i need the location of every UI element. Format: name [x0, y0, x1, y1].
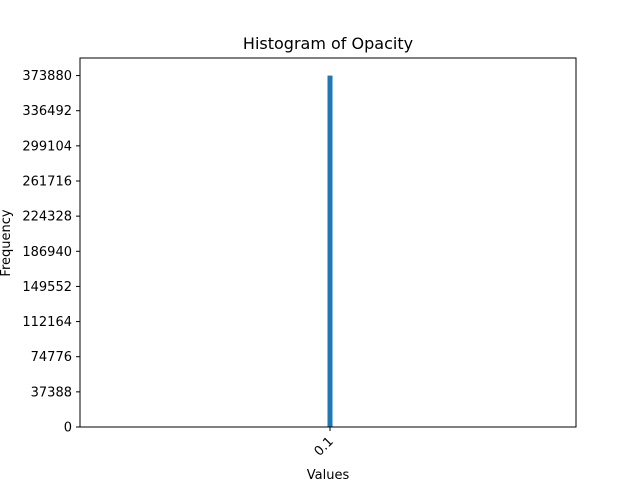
y-tick-label: 0	[64, 421, 72, 436]
y-tick-label: 261716	[22, 175, 72, 190]
y-tick-label: 74776	[31, 350, 72, 365]
bar-layer	[327, 75, 333, 428]
y-tick-label: 224328	[22, 210, 72, 225]
y-axis-label: Frequency	[0, 209, 14, 276]
y-axis: 0 37388 74776 112164 149552 186940 224328 26171…	[22, 69, 80, 436]
x-axis-label: Values	[307, 468, 350, 480]
y-tick-label: 336492	[22, 104, 72, 119]
y-tick-label: 37388	[31, 385, 72, 400]
chart-title: Histogram of Opacity	[243, 34, 413, 53]
histogram-bar	[327, 75, 333, 428]
y-tick-label: 149552	[22, 280, 72, 295]
y-tick-label: 299104	[22, 139, 72, 154]
y-tick-label: 373880	[22, 69, 72, 84]
y-tick-label: 186940	[22, 245, 72, 260]
y-tick-label: 112164	[22, 315, 72, 330]
plot-area: 0 37388 74776 112164 149552 186940 224328 26171…	[22, 57, 577, 459]
plot-frame	[79, 57, 577, 428]
